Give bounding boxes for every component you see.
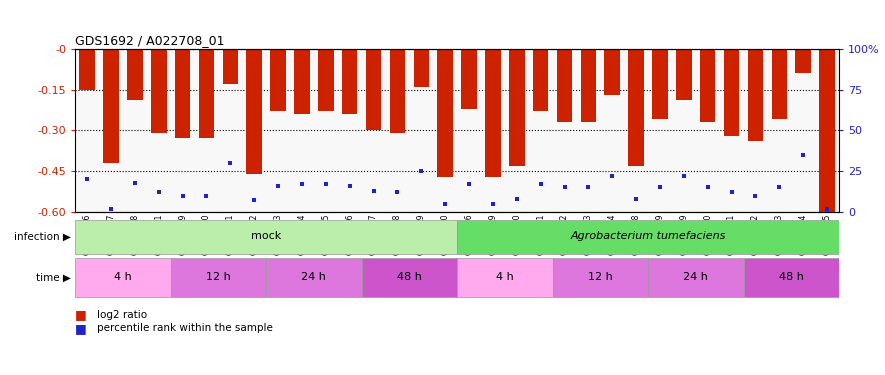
Text: 48 h: 48 h [779, 272, 804, 282]
Bar [127, 49, 142, 100]
Bar [533, 49, 549, 111]
Text: 48 h: 48 h [397, 272, 422, 282]
Point [725, 189, 739, 195]
Point [820, 206, 835, 212]
Point [486, 201, 500, 207]
Point [581, 184, 596, 190]
Point [295, 181, 309, 187]
Bar [151, 49, 166, 133]
Text: 4 h: 4 h [496, 272, 513, 282]
Bar [485, 49, 501, 177]
Text: 4 h: 4 h [114, 272, 132, 282]
Point [438, 201, 452, 207]
Bar [247, 49, 262, 174]
Point [223, 160, 237, 166]
Bar [318, 49, 334, 111]
Bar [199, 49, 214, 138]
Text: percentile rank within the sample: percentile rank within the sample [97, 323, 273, 333]
Bar [75, 220, 457, 254]
Bar [652, 49, 667, 119]
Bar [294, 49, 310, 114]
Bar [743, 258, 839, 297]
Bar [342, 49, 358, 114]
Bar [223, 49, 238, 84]
Text: 12 h: 12 h [588, 272, 612, 282]
Point [677, 173, 691, 179]
Bar [457, 220, 839, 254]
Text: time ▶: time ▶ [36, 273, 71, 282]
Bar [362, 258, 457, 297]
Point [701, 184, 715, 190]
Bar [648, 258, 743, 297]
Point [366, 188, 381, 194]
Bar [366, 49, 381, 130]
Bar [724, 49, 739, 136]
Bar [628, 49, 644, 166]
Bar [457, 258, 552, 297]
Point [605, 173, 620, 179]
Bar [552, 258, 648, 297]
Bar [266, 258, 362, 297]
Point [247, 198, 261, 204]
Point [199, 193, 213, 199]
Bar [700, 49, 715, 122]
Text: log2 ratio: log2 ratio [97, 310, 148, 320]
Text: ■: ■ [75, 322, 87, 334]
Point [558, 184, 572, 190]
Point [319, 181, 333, 187]
Text: infection ▶: infection ▶ [14, 232, 71, 242]
Bar [175, 49, 190, 138]
Bar [604, 49, 620, 95]
Bar [796, 49, 811, 73]
Bar [820, 49, 835, 212]
Bar [581, 49, 596, 122]
Bar [557, 49, 573, 122]
Point [510, 196, 524, 202]
Text: Agrobacterium tumefaciens: Agrobacterium tumefaciens [570, 231, 726, 242]
Point [534, 181, 548, 187]
Point [175, 193, 189, 199]
Bar [171, 258, 266, 297]
Text: mock: mock [251, 231, 281, 242]
Bar [509, 49, 525, 166]
Bar [75, 258, 171, 297]
Point [653, 184, 667, 190]
Point [80, 176, 94, 182]
Bar [748, 49, 763, 141]
Text: GDS1692 / A022708_01: GDS1692 / A022708_01 [75, 34, 225, 47]
Bar [437, 49, 453, 177]
Point [390, 189, 404, 195]
Bar [389, 49, 405, 133]
Point [414, 168, 428, 174]
Bar [270, 49, 286, 111]
Point [271, 183, 285, 189]
Text: ■: ■ [75, 309, 87, 321]
Point [104, 206, 118, 212]
Point [151, 189, 165, 195]
Bar [676, 49, 691, 100]
Bar [104, 49, 119, 163]
Text: 24 h: 24 h [302, 272, 327, 282]
Bar [772, 49, 787, 119]
Point [749, 193, 763, 199]
Text: 24 h: 24 h [683, 272, 708, 282]
Bar [461, 49, 477, 109]
Point [127, 180, 142, 186]
Bar [80, 49, 95, 90]
Point [462, 181, 476, 187]
Point [796, 152, 811, 158]
Text: 12 h: 12 h [206, 272, 231, 282]
Point [629, 196, 643, 202]
Point [342, 183, 357, 189]
Point [773, 184, 787, 190]
Bar [413, 49, 429, 87]
